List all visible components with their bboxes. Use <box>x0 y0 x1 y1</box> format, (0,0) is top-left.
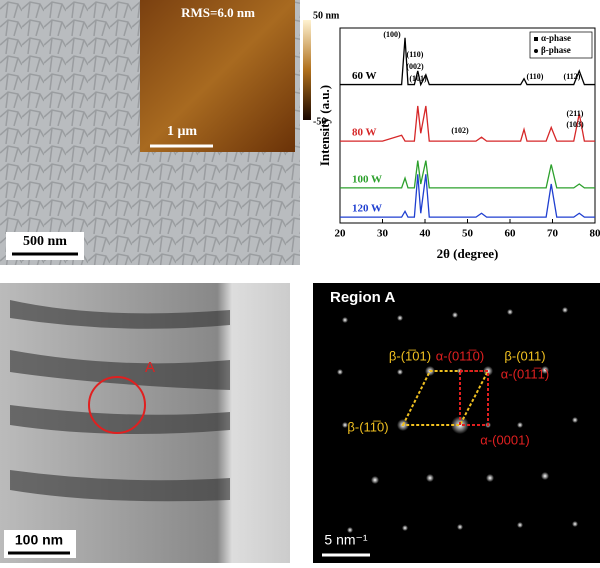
spot-label: α-(0001) <box>480 432 529 447</box>
peak-annotation: (110) <box>407 50 424 59</box>
diffraction-spot <box>402 525 408 531</box>
series-label: 80 W <box>352 127 377 139</box>
saed-title: Region A <box>330 289 395 306</box>
x-tick-label: 30 <box>377 228 389 240</box>
diffraction-spot <box>562 307 568 313</box>
diffraction-spot <box>452 312 458 318</box>
x-axis-label: 2θ (degree) <box>437 246 499 261</box>
legend-symbol <box>534 37 538 41</box>
spot-label: α-(011̅0) <box>436 348 484 363</box>
peak-annotation: (100) <box>383 30 401 39</box>
peak-annotation: (102) <box>451 126 469 135</box>
diffraction-spot <box>457 524 463 530</box>
diffraction-spot <box>572 417 578 423</box>
peak-annotation: (110) <box>527 72 544 81</box>
x-tick-label: 50 <box>462 228 474 240</box>
series-label: 100 W <box>352 173 382 185</box>
scale-label: 1 μm <box>167 124 197 139</box>
x-tick-label: 80 <box>590 228 600 240</box>
diffraction-spot <box>397 315 403 321</box>
legend-symbol <box>534 49 538 53</box>
series-label: 120 W <box>352 203 382 215</box>
diffraction-spot <box>397 369 403 375</box>
y-axis-label: Intensity (a.u.) <box>317 85 332 166</box>
xrd-line <box>340 106 595 141</box>
peak-annotation: (101) <box>409 74 427 83</box>
diffraction-spot <box>342 317 348 323</box>
x-tick-label: 20 <box>335 228 347 240</box>
x-tick-label: 70 <box>547 228 559 240</box>
legend-label: β-phase <box>541 45 571 55</box>
scale-label: 500 nm <box>23 234 67 249</box>
diffraction-spot <box>572 521 578 527</box>
diffraction-spot <box>426 474 434 482</box>
diffraction-spot <box>486 474 494 482</box>
diffraction-spot <box>337 369 343 375</box>
peak-annotation: (103) <box>566 120 584 129</box>
afm-image <box>140 0 295 152</box>
region-label: A <box>145 359 155 376</box>
diffraction-spot <box>517 522 523 528</box>
colorbar <box>303 20 311 120</box>
spot-label: β-(1̅01) <box>389 348 431 363</box>
series-label: 60 W <box>352 70 377 82</box>
rms-label: RMS=6.0 nm <box>181 5 255 20</box>
scale-label: 100 nm <box>15 532 63 548</box>
spot-label: α-(011̅1) <box>501 366 549 381</box>
xrd-chart: 20 30 40 50 60 70 80 2θ (degree) Intensity (a.u.… <box>317 28 600 261</box>
scale-label: 5 nm⁻¹ <box>324 532 368 548</box>
diffraction-spot <box>517 422 523 428</box>
diffraction-spot <box>541 472 549 480</box>
peak-annotation: (112) <box>564 72 581 81</box>
peak-annotation: (211) <box>567 109 584 118</box>
peak-annotation: (002) <box>406 62 424 71</box>
x-tick-label: 60 <box>505 228 517 240</box>
legend-label: α-phase <box>541 33 571 43</box>
spot-label: β-(11̅0) <box>347 419 388 434</box>
diffraction-spot <box>507 309 513 315</box>
colorbar-label: 50 nm <box>313 10 340 21</box>
x-tick-label: 40 <box>420 228 432 240</box>
diffraction-spot <box>371 476 379 484</box>
spot-label: β-(011) <box>504 348 545 363</box>
